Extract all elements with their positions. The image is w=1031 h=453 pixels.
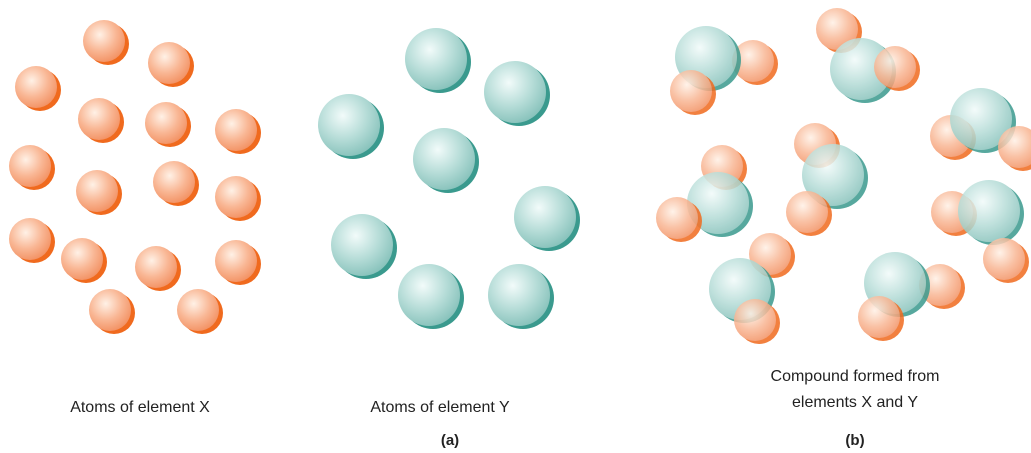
- atom-x: [215, 109, 261, 154]
- atom-y: [413, 128, 479, 193]
- atom-x: [786, 191, 832, 236]
- atom-x: [145, 102, 191, 147]
- atom-x: [9, 145, 55, 190]
- atom-x: [9, 218, 55, 263]
- label-b: (b): [845, 432, 864, 449]
- atom-y: [514, 186, 580, 251]
- atom-x: [15, 66, 61, 111]
- atom-x: [135, 246, 181, 291]
- atom-y: [802, 144, 868, 209]
- atom-x: [78, 98, 124, 143]
- atom-x: [874, 46, 920, 91]
- atom-x: [734, 299, 780, 344]
- atom-y: [318, 94, 384, 159]
- atom-y: [405, 28, 471, 93]
- atom-x: [983, 238, 1029, 283]
- atom-x: [215, 240, 261, 285]
- atom-x: [215, 176, 261, 221]
- atoms: [9, 8, 1031, 344]
- caption-y: Atoms of element Y: [370, 399, 510, 416]
- atom-x: [670, 70, 716, 115]
- caption-compound: elements X and Y: [792, 394, 918, 411]
- atom-y: [687, 172, 753, 237]
- atom-x: [153, 161, 199, 206]
- atom-x: [919, 264, 965, 309]
- atom-x: [858, 296, 904, 341]
- atom-x: [177, 289, 223, 334]
- atom-x: [76, 170, 122, 215]
- caption-compound: Compound formed from: [771, 368, 940, 385]
- atom-y: [488, 264, 554, 329]
- atom-x: [148, 42, 194, 87]
- caption-x: Atoms of element X: [70, 399, 210, 416]
- atom-y: [398, 264, 464, 329]
- atom-y: [331, 214, 397, 279]
- atom-x: [89, 289, 135, 334]
- atom-y: [484, 61, 550, 126]
- atom-x: [732, 40, 778, 85]
- atom-x: [998, 126, 1031, 171]
- atom-x: [656, 197, 702, 242]
- atom-x: [61, 238, 107, 283]
- atom-x: [83, 20, 129, 65]
- atom-y: [958, 180, 1024, 245]
- label-a: (a): [441, 432, 459, 449]
- atom-x: [749, 233, 795, 278]
